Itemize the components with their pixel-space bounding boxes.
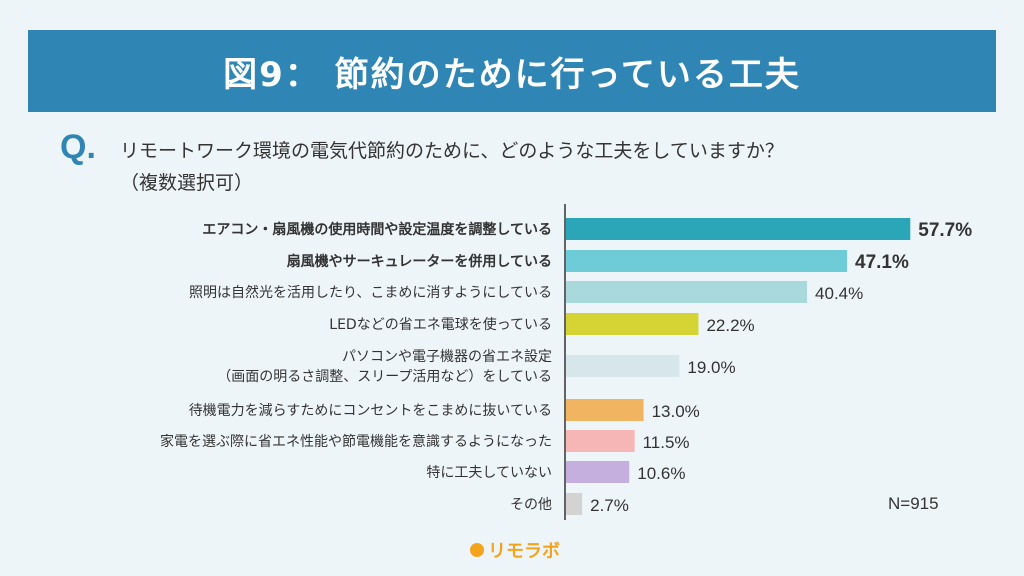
data-label: 40.4% bbox=[815, 284, 863, 303]
category-label: 扇風機やサーキュレーターを併用している bbox=[287, 253, 552, 270]
category-label: エアコン・扇風機の使用時間や設定温度を調整している bbox=[202, 221, 552, 238]
bar bbox=[566, 493, 583, 515]
bar bbox=[566, 430, 635, 452]
data-label: 57.7% bbox=[918, 220, 972, 241]
data-label: 22.2% bbox=[706, 316, 754, 335]
data-label: 19.0% bbox=[687, 358, 735, 377]
brand-dot-icon bbox=[470, 543, 484, 557]
data-label: 13.0% bbox=[652, 402, 700, 421]
category-label: （画面の明るさ調整、スリープ活用など）をしている bbox=[217, 369, 552, 385]
category-label: パソコンや電子機器の省エネ設定 bbox=[342, 349, 552, 365]
bar bbox=[566, 250, 848, 272]
data-label: 2.7% bbox=[590, 496, 629, 515]
data-label: 11.5% bbox=[643, 433, 690, 452]
bar bbox=[566, 218, 911, 240]
data-label: 47.1% bbox=[855, 252, 909, 273]
question-mark: Q. bbox=[60, 128, 96, 166]
bar bbox=[566, 355, 680, 377]
category-label: その他 bbox=[510, 497, 552, 513]
question-note: （複数選択可） bbox=[120, 172, 254, 194]
title-banner: 図9： 節約のために行っている工夫 bbox=[28, 30, 996, 112]
bar bbox=[566, 281, 808, 303]
question-text: リモートワーク環境の電気代節約のために、どのような工夫をしていますか？ bbox=[120, 140, 784, 162]
category-label: 照明は自然光を活用したり、こまめに消すようにしている bbox=[189, 284, 552, 301]
bar bbox=[566, 399, 644, 421]
bar bbox=[566, 313, 699, 335]
bar bbox=[566, 461, 630, 483]
page-title: 図9： 節約のために行っている工夫 bbox=[223, 54, 801, 95]
data-label: 10.6% bbox=[637, 464, 685, 483]
brand-name: リモラボ bbox=[488, 541, 560, 562]
brand-logo: リモラボ bbox=[470, 537, 560, 563]
category-label: LEDなどの省エネ電球を使っている bbox=[329, 316, 552, 333]
category-label: 待機電力を減らすためにコンセントをこまめに抜いている bbox=[189, 402, 552, 419]
sample-size: N=915 bbox=[888, 494, 939, 513]
category-label: 家電を選ぶ際に省エネ性能や節電機能を意識するようになった bbox=[160, 433, 552, 450]
category-label: 特に工夫していない bbox=[426, 465, 552, 481]
